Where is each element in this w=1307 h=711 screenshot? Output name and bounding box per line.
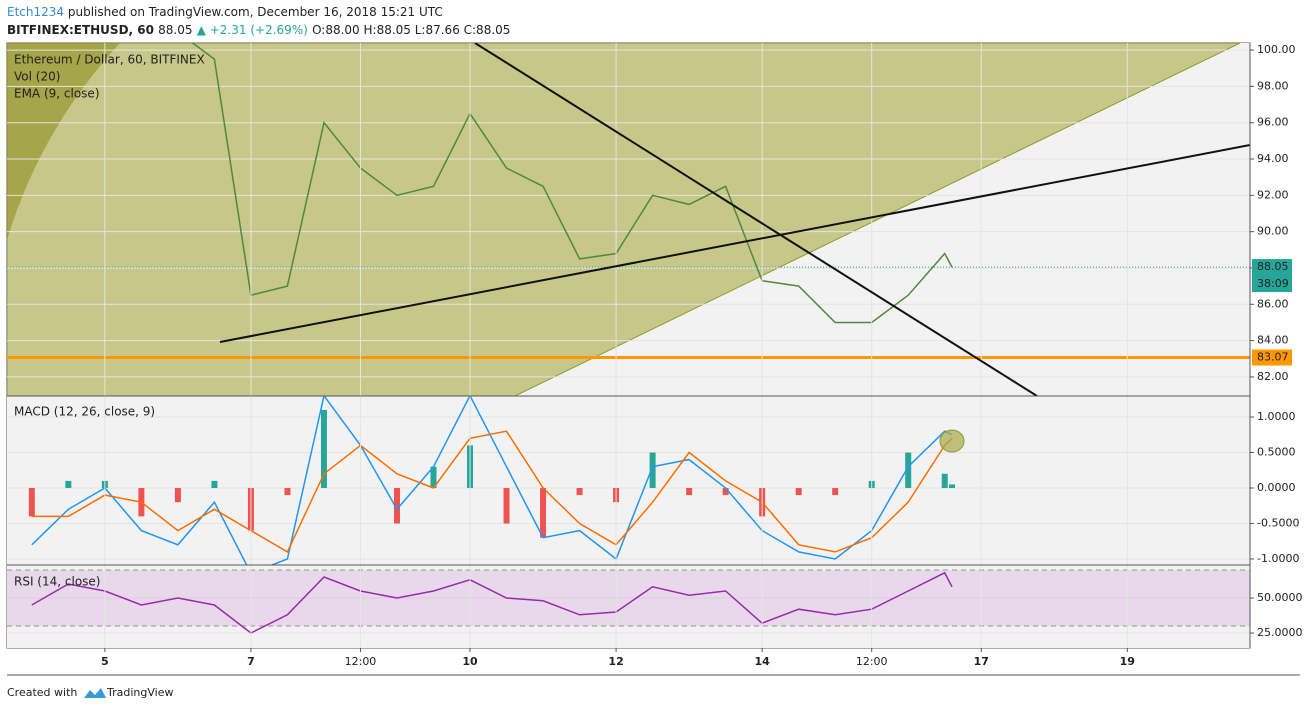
histogram-bar: [649, 452, 656, 488]
drawings: [7, 43, 1250, 396]
y-tick-label: 0.0000: [1257, 481, 1296, 494]
histogram-bar: [320, 409, 327, 488]
y-tick-label: 86.00: [1257, 297, 1289, 310]
pane: [7, 43, 1250, 378]
footer-brand[interactable]: TradingView: [106, 686, 173, 699]
histogram-bar: [949, 484, 956, 488]
histogram-bar: [576, 487, 583, 496]
histogram-bar: [393, 487, 400, 524]
y-tick-label: 1.0000: [1257, 410, 1296, 423]
y-tick-label: 98.00: [1257, 79, 1289, 92]
highlight-circle: [939, 429, 965, 453]
shaded-region: [7, 43, 1240, 396]
x-tick-label: 5: [101, 655, 109, 668]
histogram-bar: [174, 487, 181, 503]
price-line-label: 83.07: [1257, 351, 1289, 364]
trendlines: [219, 43, 1250, 396]
price-line-box: [1252, 349, 1292, 366]
y-tick-label: 94.00: [1257, 152, 1289, 165]
series-line: [31, 430, 953, 553]
pane-title: Ethereum / Dollar, 60, BITFINEX: [14, 53, 205, 67]
region-edge: [514, 43, 1241, 396]
pane-title: RSI (14, close): [14, 575, 100, 589]
trendline: [474, 43, 1038, 396]
x-tick-label: 12: [608, 655, 623, 668]
y-tick-label: 92.00: [1257, 188, 1289, 201]
indicator-label: EMA (9, close): [14, 87, 100, 101]
y-tick-label: 25.0000: [1257, 626, 1303, 639]
rsi-bg: [7, 565, 1250, 648]
published: published on TradingView.com, December 1…: [68, 5, 443, 19]
pane-title: MACD (12, 26, close, 9): [14, 405, 155, 419]
histogram-bar: [941, 473, 948, 488]
histogram-bar: [722, 487, 729, 496]
y-tick-label: 82.00: [1257, 370, 1289, 383]
change: ▲ +2.31 (+2.69%): [197, 23, 308, 37]
layer: 82.0084.0086.0088.0090.0092.0094.0096.00…: [7, 43, 1303, 668]
y-tick-label: 84.00: [1257, 334, 1289, 347]
trendline: [219, 144, 1250, 343]
y-tick-label: 96.00: [1257, 116, 1289, 129]
band-fill: [7, 570, 1250, 627]
author[interactable]: Etch1234: [7, 5, 64, 19]
brand-icon: [84, 688, 106, 698]
histogram-bar: [832, 487, 839, 496]
y-tick-label: 90.00: [1257, 225, 1289, 238]
price: 88.05: [158, 23, 192, 37]
histogram-bar: [795, 487, 802, 496]
histogram-bar: [503, 487, 510, 524]
series-line: [31, 396, 953, 565]
histogram-bar: [65, 480, 72, 488]
x-tick-label: 12:00: [856, 655, 888, 668]
histogram-bar: [284, 487, 291, 496]
y-tick-label: 100.00: [1257, 43, 1296, 56]
x-tick-label: 10: [462, 655, 478, 668]
x-tick-label: 7: [247, 655, 255, 668]
histogram-bar: [28, 487, 35, 517]
arc-region: [7, 43, 120, 240]
y-tick-label: -0.5000: [1257, 516, 1299, 529]
pane: [7, 569, 1250, 634]
footer-created: Created with: [7, 686, 77, 699]
last-price-box: [1252, 259, 1292, 293]
plain-region: [515, 43, 1250, 396]
histogram-bar: [686, 487, 693, 496]
pane: [7, 396, 1250, 565]
x-tick-label: 12:00: [345, 655, 377, 668]
symbol: BITFINEX:ETHUSD, 60: [7, 23, 154, 37]
series-line: [191, 43, 953, 324]
indicator-label: Vol (20): [14, 70, 60, 84]
symbol-line: BITFINEX:ETHUSD, 60 88.05 ▲ +2.31 (+2.69…: [7, 23, 510, 37]
histogram-bar: [540, 487, 547, 538]
series-line: [31, 571, 953, 634]
y-tick-label: 0.5000: [1257, 445, 1296, 458]
last-price-label: 88.05: [1257, 260, 1289, 273]
countdown: 38:09: [1257, 277, 1289, 290]
header-line: Etch1234 published on TradingView.com, D…: [7, 5, 443, 19]
y-tick-label: 50.0000: [1257, 591, 1303, 604]
histogram-bar: [905, 452, 912, 488]
histogram-bar: [211, 480, 218, 488]
x-tick-label: 19: [1120, 655, 1135, 668]
histogram-bar: [430, 466, 437, 488]
macd-bg: [7, 396, 1250, 565]
x-tick-label: 14: [754, 655, 770, 668]
x-tick-label: 17: [974, 655, 989, 668]
ohlc: O:88.00 H:88.05 L:87.66 C:88.05: [312, 23, 510, 37]
y-tick-label: -1.0000: [1257, 552, 1299, 565]
